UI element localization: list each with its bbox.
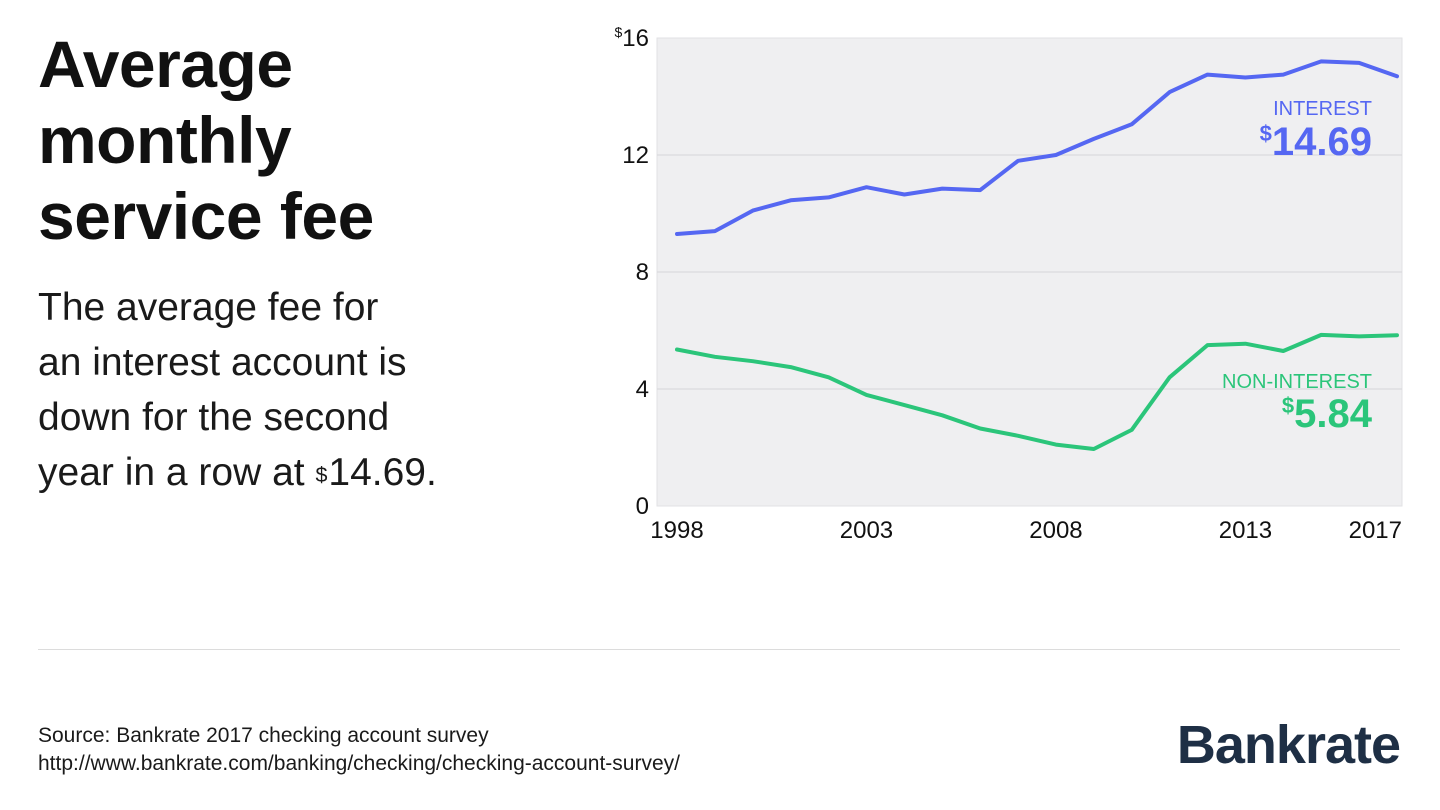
series-line-interest <box>675 59 1399 236</box>
subtitle: The average fee for an interest account … <box>38 280 508 500</box>
series-end-label-interest: INTEREST <box>1273 98 1372 120</box>
bankrate-logo: Bankrate <box>1176 715 1401 775</box>
subtitle-line-3: down for the second <box>38 396 390 439</box>
source-note: Source: Bankrate 2017 checking account s… <box>38 722 680 778</box>
series-end-value-interest: $14.69 <box>1260 120 1372 164</box>
x-tick-label-2003: 2003 <box>840 517 893 544</box>
title-line-1: Average <box>38 27 293 101</box>
page-title: Average monthly service fee <box>38 26 558 254</box>
x-tick-label-2017: 2017 <box>1349 517 1402 544</box>
footer-divider <box>38 649 1400 650</box>
series-end-number: 14.69 <box>1272 120 1372 164</box>
x-tick-label-2008: 2008 <box>1029 517 1082 544</box>
subtitle-line-4: year in a row at $14.69. <box>38 445 508 500</box>
y-tick-label-8: 8 <box>636 259 649 286</box>
y-tick-label-4: 4 <box>636 376 649 403</box>
y-tick-label-12: 12 <box>622 142 649 169</box>
y-tick-label-0: 0 <box>636 493 649 520</box>
title-line-3: service fee <box>38 179 374 253</box>
series-end-number: 5.84 <box>1294 392 1373 436</box>
subtitle-dollar-sign: $ <box>315 463 328 488</box>
title-line-2: monthly <box>38 103 292 177</box>
series-end-dollar: $ <box>1260 121 1272 146</box>
y-tick-label-16: $16 <box>615 25 650 52</box>
y-tick-dollar: $ <box>615 25 623 40</box>
source-url[interactable]: http://www.bankrate.com/banking/checking… <box>38 752 680 775</box>
series-end-value-non-interest: $5.84 <box>1282 392 1373 436</box>
line-chart: $16 12 8 4 0 1998 2003 2008 2013 2017 INTEREST $14.… <box>600 25 1420 555</box>
subtitle-line-2: an interest account is <box>38 341 407 384</box>
source-line: Source: Bankrate 2017 checking account s… <box>38 724 489 747</box>
x-tick-label-2013: 2013 <box>1219 517 1272 544</box>
subtitle-line-1: The average fee for <box>38 286 379 329</box>
subtitle-line-4-prefix: year in a row at <box>38 451 316 494</box>
x-tick-label-1998: 1998 <box>650 517 703 544</box>
series-line-non-interest <box>675 332 1399 451</box>
series-end-dollar: $ <box>1282 393 1294 418</box>
series-end-label-non-interest: NON-INTEREST <box>1222 371 1372 393</box>
y-tick-value: 16 <box>622 25 649 52</box>
subtitle-value: 14.69. <box>328 451 437 494</box>
